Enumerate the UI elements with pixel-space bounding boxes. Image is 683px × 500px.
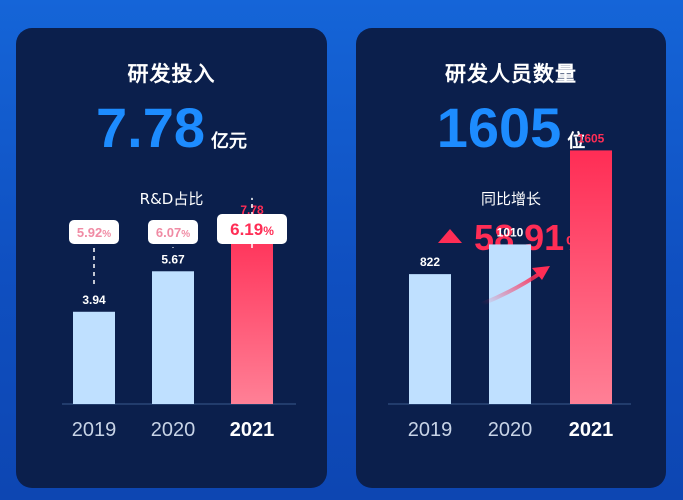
ratio-label: 5.92% xyxy=(77,225,111,240)
big-value-unit: 位 xyxy=(567,131,586,152)
up-triangle-icon xyxy=(438,229,463,244)
big-value: 1605 xyxy=(436,96,562,159)
trend-arrow xyxy=(480,270,544,306)
bar xyxy=(409,274,451,404)
growth-caption: 同比增长 xyxy=(480,190,541,208)
big-value-unit: 亿元 xyxy=(211,131,247,152)
bar xyxy=(73,311,115,404)
x-tick-label: 2020 xyxy=(151,419,196,441)
big-value: 7.78 xyxy=(96,96,205,159)
rd-investment-bar-chart: 3.94 2019 5.92% 5.67 2020 6.07% 7.78 2021 6.19% xyxy=(62,197,296,441)
card-title: 研发人员数量 xyxy=(445,62,577,86)
x-tick-label: 2021 xyxy=(230,419,275,441)
x-tick-label: 2021 xyxy=(569,419,614,441)
data-label: 1605 xyxy=(578,131,605,145)
ratio-label-box xyxy=(217,214,287,244)
rd-staff-bar-chart: 822 2019 1010 2020 1605 2021 xyxy=(388,131,631,441)
data-label: 3.94 xyxy=(82,293,106,307)
ratio-label-unit: % xyxy=(102,229,111,240)
x-tick-label: 2020 xyxy=(488,419,533,441)
x-tick-label: 2019 xyxy=(72,419,117,441)
card-title: 研发投入 xyxy=(127,62,216,86)
data-label: 1010 xyxy=(497,225,524,239)
bar xyxy=(231,221,273,404)
data-label: 5.67 xyxy=(161,252,185,266)
trend-arrow-head xyxy=(532,266,550,280)
bar xyxy=(570,150,612,404)
ratio-label: 6.19% xyxy=(230,220,274,239)
ratio-label: 6.07% xyxy=(156,225,190,240)
ratio-label-box xyxy=(69,220,119,244)
bar xyxy=(152,271,194,404)
x-tick-label: 2019 xyxy=(408,419,453,441)
rd-investment-card: 研发投入 7.78 亿元 R&D占比 3.94 2019 5.92% 5.67 2020 6… xyxy=(16,28,327,488)
ratio-label-box xyxy=(148,220,198,244)
chart-subtitle: R&D占比 xyxy=(139,190,204,208)
ratio-label-unit: % xyxy=(263,224,274,238)
big-value-display: 7.78 亿元 xyxy=(16,98,327,172)
ratio-label-unit: % xyxy=(181,229,190,240)
bar xyxy=(489,244,531,404)
data-label: 7.78 xyxy=(240,203,264,217)
data-label: 822 xyxy=(420,255,440,269)
big-value-display: 1605 位 xyxy=(356,98,666,172)
